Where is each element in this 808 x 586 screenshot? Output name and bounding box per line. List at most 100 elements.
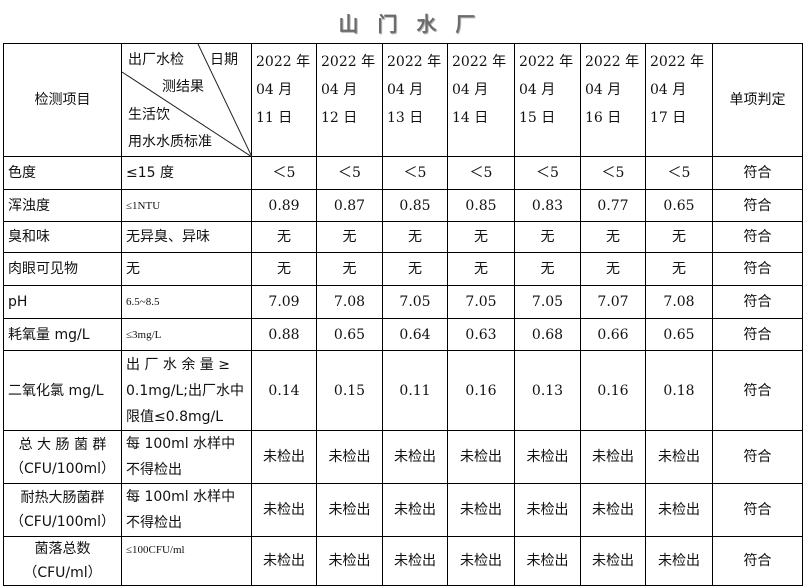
row-value: 未检出	[316, 430, 383, 484]
header-date-part: 11 日	[256, 110, 293, 126]
row-value: 0.65	[316, 318, 383, 351]
row-standard: 每 100ml 水样中不得检出	[121, 483, 252, 537]
header-date-part: 04 月	[321, 82, 358, 98]
row-value: ＜5	[251, 156, 317, 190]
row-value: 未检出	[316, 483, 383, 537]
header-date-0: 2022 年 04 月 11 日	[251, 43, 317, 157]
table-row: 色度 ≤15 度＜5 ＜5 ＜5 ＜5 ＜5 ＜5 ＜5 符合	[3, 156, 803, 190]
row-item: 浑浊度	[3, 189, 122, 222]
row-value: 无	[251, 221, 317, 253]
header-date-part: 13 日	[387, 110, 424, 126]
row-value: 0.15	[316, 350, 383, 431]
row-value: 未检出	[514, 483, 581, 537]
row-item: 耗氧量 mg/L	[3, 318, 122, 351]
row-value: ＜5	[316, 156, 383, 190]
row-value: 0.65	[645, 189, 713, 222]
table-row: pH 6.5~8.5 7.09 7.08 7.05 7.05 7.05 7.07 7.08 符合	[3, 285, 803, 319]
row-item: 色度	[3, 156, 122, 190]
row-value: 0.66	[580, 318, 646, 351]
table-row: 臭和味 无异臭、异味无无无无无无无符合	[3, 221, 803, 253]
row-verdict: 符合	[712, 483, 803, 537]
row-verdict: 符合	[712, 252, 803, 286]
row-value: 未检出	[514, 536, 581, 586]
row-value: 7.05	[382, 285, 448, 319]
header-date-6: 2022 年 04 月 17 日	[645, 43, 713, 157]
row-value: 未检出	[645, 430, 713, 484]
header-date-part: 04 月	[519, 82, 556, 98]
header-date-1: 2022 年 04 月 12 日	[316, 43, 383, 157]
row-value: ＜5	[447, 156, 515, 190]
row-verdict: 符合	[712, 536, 803, 586]
row-value: 0.87	[316, 189, 383, 222]
table-row: 耐热大肠菌群 （CFU/100ml）每 100ml 水样中不得检出 未检出 未检出未…	[3, 483, 803, 537]
row-value: 无	[447, 252, 515, 286]
row-value: 无	[645, 252, 713, 286]
header-date-part: 04 月	[387, 82, 424, 98]
row-item: 二氧化氯 mg/L	[3, 350, 122, 431]
row-verdict: 符合	[712, 430, 803, 484]
header-date-part: 2022 年	[650, 54, 705, 70]
table-row: 菌落总数 （CFU/ml） ≤100CFU/ml 未检出 未检出 未检出 未检出 未检出 未检…	[3, 536, 803, 586]
row-value: 无	[316, 221, 383, 253]
header-date-part: 2022 年	[256, 54, 311, 70]
header-date-part: 04 月	[585, 82, 622, 98]
header-diag-bottom-1: 生活饮	[128, 107, 170, 123]
row-value: 0.65	[645, 318, 713, 351]
row-value: 无	[382, 252, 448, 286]
row-value: 无	[580, 221, 646, 253]
row-value: 无	[447, 221, 515, 253]
row-value: ＜5	[645, 156, 713, 190]
row-item: 臭和味	[3, 221, 122, 253]
row-value: 未检出	[645, 483, 713, 537]
row-value: 7.05	[514, 285, 581, 319]
row-value: 7.07	[580, 285, 646, 319]
row-value: 未检出	[251, 483, 317, 537]
header-date-2: 2022 年 04 月 13 日	[382, 43, 448, 157]
page-title: 山 门 水 厂	[338, 12, 482, 36]
header-diag-bottom-2: 用水水质标准	[128, 134, 212, 150]
row-standard: ≤3mg/L	[121, 318, 252, 351]
header-row: 检测项目 出厂水检 日期 测结果 生活饮 用水水质标准 2022 年 04 月 11…	[3, 43, 803, 157]
row-value: 未检出	[447, 536, 515, 586]
header-diag-mid: 测结果	[162, 79, 204, 95]
header-diag-top-left: 出厂水检	[128, 52, 184, 68]
row-value: 7.08	[316, 285, 383, 319]
row-value: 0.14	[251, 350, 317, 431]
header-date-part: 16 日	[585, 110, 622, 126]
header-diagonal-cell: 出厂水检 日期 测结果 生活饮 用水水质标准	[121, 43, 252, 157]
row-standard: ≤1NTU	[121, 189, 252, 222]
row-value: 0.77	[580, 189, 646, 222]
row-value: 7.05	[447, 285, 515, 319]
row-verdict: 符合	[712, 189, 803, 222]
row-value: 无	[580, 252, 646, 286]
header-date-part: 04 月	[256, 82, 293, 98]
header-date-part: 12 日	[321, 110, 358, 126]
table-row: 浑浊度 ≤1NTU 0.89 0.87 0.85 0.85 0.83 0.77 0.65 符合	[3, 189, 803, 222]
row-value: 未检出	[447, 430, 515, 484]
header-date-part: 2022 年	[585, 54, 640, 70]
row-standard: 每 100ml 水样中不得检出	[121, 430, 252, 484]
row-item: 耐热大肠菌群 （CFU/100ml）	[3, 483, 122, 537]
header-date-part: 14 日	[452, 110, 489, 126]
row-value: 0.85	[382, 189, 448, 222]
row-value: 0.16	[447, 350, 515, 431]
header-date-part: 04 月	[650, 82, 687, 98]
row-item: 肉眼可见物	[3, 252, 122, 286]
table-row: 肉眼可见物无无无无无无无无符合	[3, 252, 803, 286]
row-verdict: 符合	[712, 156, 803, 190]
row-value: 无	[382, 221, 448, 253]
row-value: 0.64	[382, 318, 448, 351]
row-value: ＜5	[580, 156, 646, 190]
row-standard: ≤15 度	[121, 156, 252, 190]
header-date-part: 2022 年	[452, 54, 507, 70]
header-date-part: 2022 年	[321, 54, 376, 70]
row-value: 未检出	[580, 430, 646, 484]
row-value: 无	[514, 252, 581, 286]
row-standard: ≤100CFU/ml	[121, 536, 252, 586]
row-value: 未检出	[514, 430, 581, 484]
row-standard: 无	[121, 252, 252, 286]
row-value: 未检出	[251, 430, 317, 484]
table-row: 二氧化氯 mg/L 出 厂 水 余 量 ≥ 0.1mg/L;出厂水中限值≤0.8m…	[3, 350, 803, 431]
row-value: 未检出	[382, 430, 448, 484]
row-value: 无	[514, 221, 581, 253]
